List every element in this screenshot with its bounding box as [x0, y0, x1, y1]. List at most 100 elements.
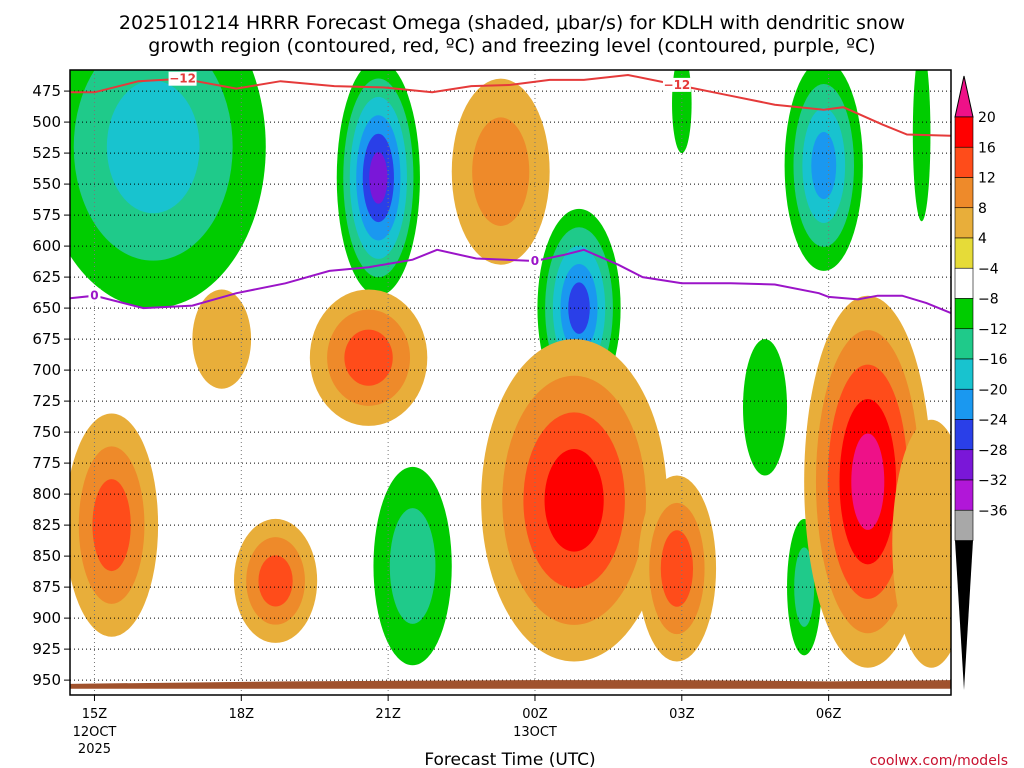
colorbar-segment — [954, 177, 974, 209]
dendritic-contour-line — [70, 73, 951, 137]
colorbar-label: −20 — [978, 382, 1008, 398]
x-axis: 15Z 12OCT 2025 18Z 21Z 00Z 13OCT 03Z 06Z — [73, 695, 842, 757]
omega-green-22Z-low — [373, 466, 452, 666]
x-tick-label: 18Z — [229, 707, 255, 722]
omega-band — [892, 419, 951, 668]
omega-band — [192, 289, 252, 389]
omega-band — [912, 70, 931, 222]
colorbar-segment — [954, 509, 974, 541]
y-tick-label: 750 — [32, 423, 61, 441]
terrain — [70, 680, 951, 689]
omega-green-large-15Z — [70, 70, 266, 309]
dendritic-contour-label-bg — [662, 77, 691, 92]
y-tick-label: 700 — [32, 361, 61, 379]
freezing-contour-line — [70, 248, 951, 315]
colorbar-top-arrow — [954, 75, 974, 118]
y-tick-label: 575 — [32, 206, 61, 224]
dendritic-contour-label-bg — [168, 71, 197, 86]
credit-text: coolwx.com/models — [870, 753, 1008, 768]
omega-band — [742, 339, 788, 476]
x-tick-year: 2025 — [78, 742, 111, 757]
colorbar-label: −4 — [978, 261, 999, 277]
omega-yellow-1730Z — [192, 289, 252, 389]
omega-yellow-02Z — [637, 475, 717, 662]
colorbar-label: 20 — [978, 110, 996, 126]
omega-yellow-15Z-low — [70, 413, 159, 637]
x-tick-label: 00Z — [522, 707, 548, 722]
colorbar-segment — [954, 328, 974, 360]
colorbar-segment — [954, 479, 974, 511]
colorbar: 20 16 12 8 4 −4 −8 −12 −16 −20 −24 −28 −32 −36 — [954, 75, 1008, 690]
y-tick-label: 725 — [32, 392, 61, 410]
omega-band — [568, 282, 590, 334]
omega-yellow-0030Z — [481, 339, 668, 662]
y-tick-label: 850 — [32, 547, 61, 565]
dendritic-contour-label: −12 — [169, 72, 196, 86]
y-tick-label: 600 — [32, 237, 61, 255]
y-tick-label: 675 — [32, 330, 61, 348]
colorbar-label: 8 — [978, 201, 987, 217]
omega-band — [794, 547, 815, 627]
y-tick-label: 900 — [32, 609, 61, 627]
omega-band — [92, 479, 131, 572]
colorbar-label: −36 — [978, 503, 1008, 519]
colorbar-label: −32 — [978, 473, 1008, 489]
colorbar-label: −16 — [978, 352, 1008, 368]
gridlines — [70, 70, 951, 695]
y-tick-label: 475 — [32, 82, 61, 100]
y-tick-label: 875 — [32, 578, 61, 596]
omega-band — [389, 508, 436, 624]
omega-green-0430Z — [742, 339, 788, 476]
colorbar-label: 16 — [978, 140, 996, 156]
x-tick-label: 06Z — [816, 707, 842, 722]
omega-band — [472, 117, 530, 226]
y-tick-label: 525 — [32, 144, 61, 162]
omega-band — [811, 131, 837, 200]
x-tick-label: 03Z — [669, 707, 695, 722]
colorbar-label: −28 — [978, 443, 1008, 459]
chart-title-line-2: growth region (contoured, red, ºC) and f… — [148, 35, 875, 57]
y-tick-label: 825 — [32, 516, 61, 534]
y-tick-label: 800 — [32, 485, 61, 503]
colorbar-label: 12 — [978, 171, 996, 187]
y-tick-label: 550 — [32, 175, 61, 193]
colorbar-segment — [954, 419, 974, 451]
omega-yellow-0730Z-right — [892, 419, 951, 668]
y-tick-label: 950 — [32, 671, 61, 689]
colorbar-segment — [954, 116, 974, 148]
x-tick-date: 12OCT — [73, 725, 117, 740]
colorbar-label: −12 — [978, 322, 1008, 338]
omega-band — [344, 329, 393, 386]
colorbar-segment — [954, 388, 974, 420]
colorbar-segment — [954, 449, 974, 481]
omega-band — [544, 449, 604, 552]
y-tick-label: 775 — [32, 454, 61, 472]
omega-band — [851, 433, 885, 530]
y-tick-label: 625 — [32, 268, 61, 286]
omega-green-21Z — [336, 70, 420, 296]
colorbar-label: −8 — [978, 292, 999, 308]
y-axis: 475 500 525 550 575 600 625 650 675 700 725 750 775 8… — [32, 82, 70, 689]
omega-band — [106, 80, 200, 214]
colorbar-segment — [954, 237, 974, 269]
colorbar-segment — [954, 298, 974, 330]
omega-band — [660, 530, 694, 607]
colorbar-bottom-arrow — [955, 540, 973, 690]
colorbar-label: 4 — [978, 231, 987, 247]
x-tick-label: 15Z — [82, 707, 108, 722]
freezing-contour-label: 0 — [531, 254, 539, 268]
colorbar-label: −24 — [978, 413, 1008, 429]
omega-yellow-20Z — [309, 289, 428, 426]
omega-band — [258, 555, 293, 607]
y-tick-label: 650 — [32, 299, 61, 317]
omega-green-0730Z — [912, 70, 931, 222]
x-tick-date: 13OCT — [513, 725, 557, 740]
plot-area: −12 −12 0 0 — [70, 70, 951, 695]
plot-frame — [69, 69, 952, 696]
freezing-contour-label-bg — [528, 253, 541, 268]
chart-title-line-1: 2025101214 HRRR Forecast Omega (shaded, … — [119, 12, 905, 34]
x-axis-title: Forecast Time (UTC) — [424, 750, 595, 768]
freezing-contour-label: 0 — [90, 289, 98, 303]
omega-yellow-0530Z-low — [804, 295, 932, 668]
